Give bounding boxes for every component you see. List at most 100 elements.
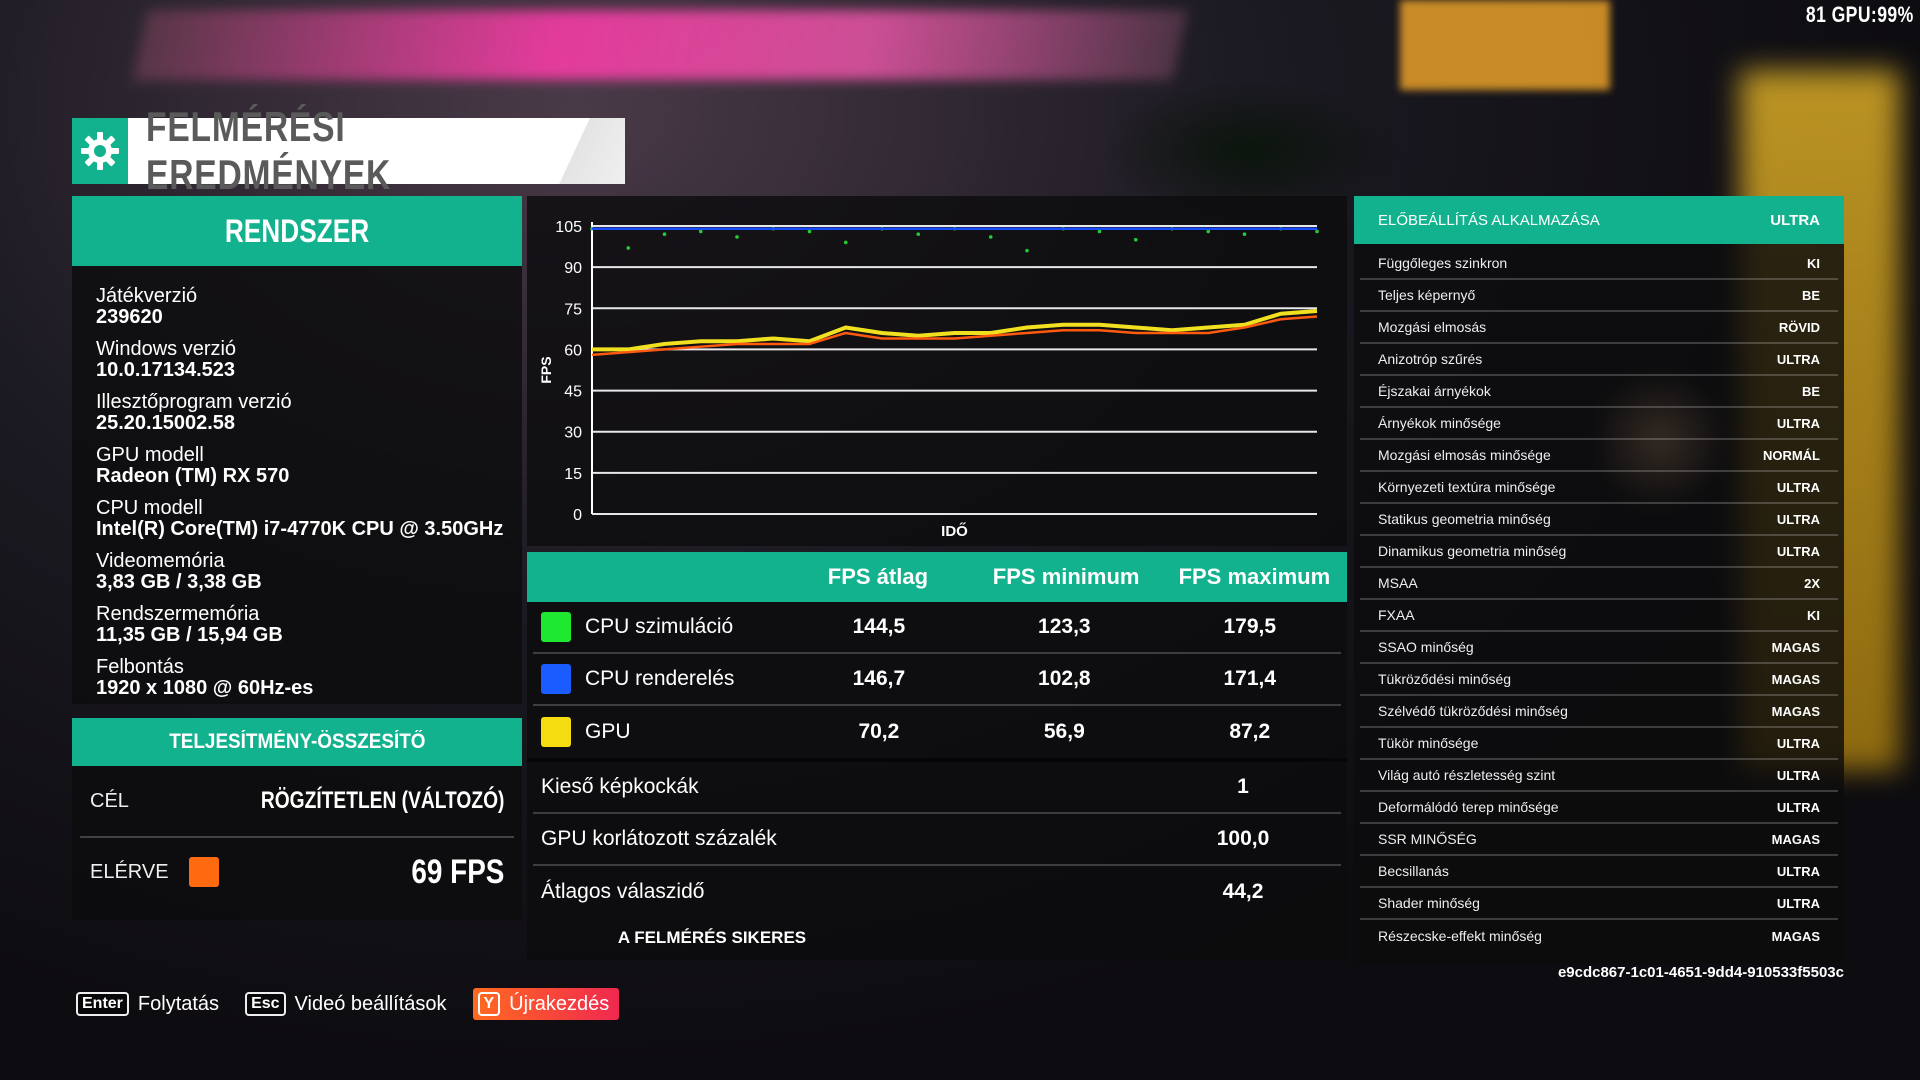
settings-list: Függőleges szinkron KI Teljes képernyő BE Mo… bbox=[1354, 244, 1844, 952]
y-tick-label: 105 bbox=[555, 219, 582, 236]
system-info-value: 25.20.15002.58 bbox=[96, 412, 236, 434]
system-info-value: 3,83 GB / 3,38 GB bbox=[96, 571, 262, 593]
target-value: RÖGZÍTETLEN (VÁLTOZÓ) bbox=[260, 787, 504, 814]
system-info-label: Rendszermemória bbox=[96, 603, 260, 625]
system-info-value: Radeon (TM) RX 570 bbox=[96, 465, 290, 487]
setting-label: Shader minőség bbox=[1378, 895, 1480, 911]
system-info-item: Windows verzió 10.0.17134.523 bbox=[96, 339, 522, 381]
system-panel: RENDSZER Játékverzió 239620 Windows verzi… bbox=[72, 196, 522, 704]
stat-value: 1 bbox=[1237, 775, 1249, 798]
system-header: RENDSZER bbox=[72, 196, 522, 266]
cpu-simulation-point bbox=[807, 229, 812, 234]
setting-row: Tükör minősége ULTRA bbox=[1360, 728, 1838, 760]
row-min: 56,9 bbox=[1043, 720, 1085, 743]
page-title: FELMÉRÉSI EREDMÉNYEK bbox=[145, 103, 391, 198]
setting-label: Függőleges szinkron bbox=[1378, 255, 1508, 271]
color-swatch bbox=[541, 612, 571, 642]
row-max: 179,5 bbox=[1223, 615, 1277, 638]
background-sign bbox=[1400, 0, 1610, 90]
cpu-simulation-point bbox=[988, 235, 993, 239]
system-info-item: Rendszermemória 11,35 GB / 15,94 GB bbox=[96, 604, 522, 646]
cpu-simulation-point bbox=[1206, 229, 1211, 234]
system-info-label: Illesztőprogram verzió bbox=[96, 391, 292, 413]
setting-row: Shader minőség ULTRA bbox=[1360, 888, 1838, 920]
row-label: GPU bbox=[585, 720, 631, 743]
stat-value: 100,0 bbox=[1216, 827, 1270, 850]
setting-label: Árnyékok minősége bbox=[1378, 415, 1501, 431]
setting-row: FXAA KI bbox=[1360, 600, 1838, 632]
enter-key-hint[interactable]: Enter bbox=[76, 992, 129, 1016]
setting-label: Teljes képernyő bbox=[1378, 287, 1476, 303]
performance-summary-title: TELJESÍTMÉNY-ÖSSZESÍTŐ bbox=[168, 730, 426, 753]
setting-row: Statikus geometria minőség ULTRA bbox=[1360, 504, 1838, 536]
setting-value: BE bbox=[1801, 287, 1820, 303]
target-label: CÉL bbox=[90, 789, 129, 812]
setting-row: Árnyékok minősége ULTRA bbox=[1360, 408, 1838, 440]
system-info-value: Intel(R) Core(TM) i7-4770K CPU @ 3.50GHz bbox=[96, 518, 504, 540]
stat-label: GPU korlátozott százalék bbox=[541, 827, 777, 850]
setting-value: MAGAS bbox=[1771, 928, 1820, 944]
table-header-max: FPS maximum bbox=[1178, 564, 1331, 589]
table-row-cpu-simulation: CPU szimuláció 144,5 123,3 179,5 bbox=[533, 602, 1341, 654]
continue-button[interactable]: Folytatás bbox=[137, 992, 220, 1015]
setting-label: Anizotróp szűrés bbox=[1378, 351, 1483, 367]
system-info-value: 1920 x 1080 @ 60Hz-es bbox=[96, 677, 314, 699]
performance-summary-panel: TELJESÍTMÉNY-ÖSSZESÍTŐ CÉL RÖGZÍTETLEN (… bbox=[72, 718, 522, 920]
restart-label[interactable]: Újrakezdés bbox=[509, 992, 610, 1015]
video-settings-button[interactable]: Videó beállítások bbox=[294, 992, 447, 1015]
cpu-simulation-point bbox=[662, 232, 667, 237]
cpu-simulation-point bbox=[1315, 229, 1319, 234]
table-row-gpu: GPU 70,2 56,9 87,2 bbox=[533, 706, 1341, 758]
system-info-value: 239620 bbox=[96, 306, 163, 328]
y-key-hint[interactable]: Y bbox=[477, 992, 501, 1016]
setting-row: Részecske-effekt minőség MAGAS bbox=[1360, 920, 1838, 952]
esc-key-hint[interactable]: Esc bbox=[245, 992, 286, 1016]
setting-value: ULTRA bbox=[1776, 543, 1820, 559]
target-row: CÉL RÖGZÍTETLEN (VÁLTOZÓ) bbox=[72, 766, 522, 836]
achieved-color-swatch bbox=[188, 857, 219, 887]
settings-panel: ELŐBEÁLLÍTÁS ALKALMAZÁSA ULTRA Függőlege… bbox=[1354, 196, 1844, 964]
setting-value: MAGAS bbox=[1771, 703, 1820, 719]
setting-row: Mozgási elmosás minősége NORMÁL bbox=[1360, 440, 1838, 472]
setting-row: Tükröződési minőség MAGAS bbox=[1360, 664, 1838, 696]
y-tick-label: 60 bbox=[564, 342, 582, 359]
setting-row: Deformálódó terep minősége ULTRA bbox=[1360, 792, 1838, 824]
setting-label: Szélvédő tükröződési minőség bbox=[1378, 703, 1568, 719]
setting-row: Éjszakai árnyékok BE bbox=[1360, 376, 1838, 408]
setting-value: ULTRA bbox=[1776, 479, 1820, 495]
setting-label: Mozgási elmosás minősége bbox=[1378, 447, 1551, 463]
y-axis-label: FPS bbox=[538, 356, 554, 383]
table-header-min: FPS minimum bbox=[992, 564, 1140, 589]
stat-label: Átlagos válaszidő bbox=[541, 880, 705, 903]
system-info-item: GPU modell Radeon (TM) RX 570 bbox=[96, 445, 522, 487]
system-info-list: Játékverzió 239620 Windows verzió 10.0.171… bbox=[72, 266, 522, 699]
stat-value: 44,2 bbox=[1222, 880, 1264, 903]
setting-value: RÖVID bbox=[1778, 319, 1820, 335]
row-max: 171,4 bbox=[1223, 667, 1277, 690]
setting-label: Világ autó részletesség szint bbox=[1378, 767, 1556, 783]
color-swatch bbox=[541, 664, 571, 694]
footer-actions: Enter Folytatás Esc Videó beállítások Y … bbox=[76, 988, 620, 1020]
cpu-simulation-point bbox=[1025, 248, 1029, 253]
y-tick-label: 75 bbox=[564, 301, 582, 318]
row-avg: 70,2 bbox=[858, 720, 900, 743]
table-header-avg: FPS átlag bbox=[827, 564, 929, 589]
fps-chart-panel: 0 15 30 45 60 75 90 105 IDŐ FPS bbox=[527, 196, 1347, 546]
setting-value: ULTRA bbox=[1776, 351, 1820, 367]
system-info-label: Videomemória bbox=[96, 550, 225, 572]
setting-value: BE bbox=[1801, 383, 1820, 399]
system-info-item: Játékverzió 239620 bbox=[96, 286, 522, 328]
setting-label: Becsillanás bbox=[1378, 863, 1449, 879]
restart-button[interactable]: Y Újrakezdés bbox=[472, 988, 620, 1020]
setting-value: NORMÁL bbox=[1762, 447, 1820, 463]
fps-table-panel: FPS átlag FPS minimum FPS maximum CPU sz… bbox=[527, 552, 1347, 960]
fps-chart: 0 15 30 45 60 75 90 105 IDŐ FPS bbox=[538, 219, 1319, 540]
cpu-simulation-point bbox=[626, 246, 631, 250]
setting-label: Statikus geometria minőség bbox=[1378, 511, 1551, 527]
fps-gpu-overlay: 81 GPU:99% bbox=[1806, 2, 1914, 27]
setting-row: Mozgási elmosás RÖVID bbox=[1360, 312, 1838, 344]
gear-icon bbox=[72, 118, 128, 184]
setting-row: MSAA 2X bbox=[1360, 568, 1838, 600]
cpu-simulation-point bbox=[1133, 237, 1138, 242]
system-info-label: Játékverzió bbox=[96, 285, 198, 307]
